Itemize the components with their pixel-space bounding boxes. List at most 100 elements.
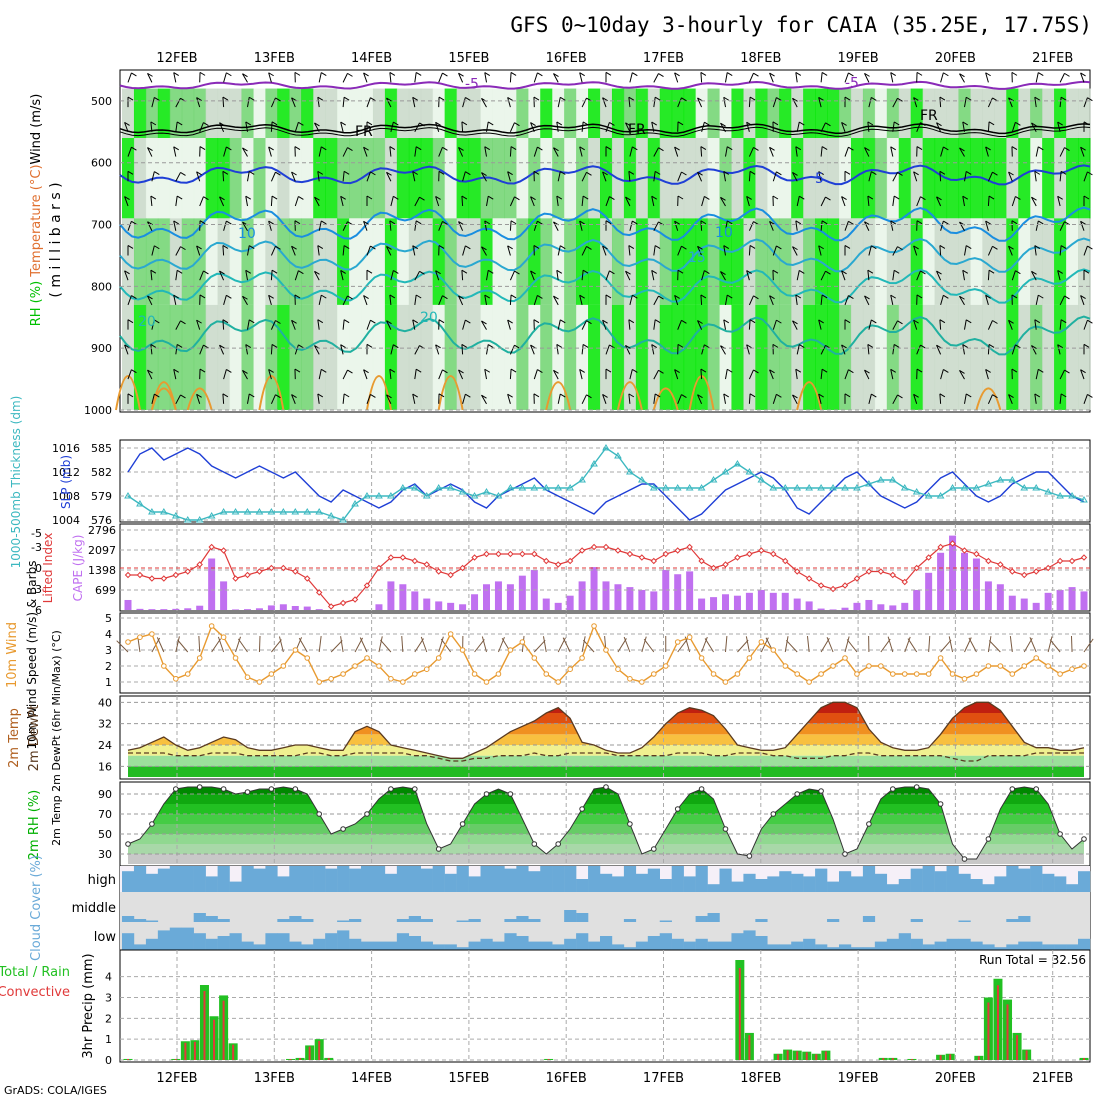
rh-shading-cell xyxy=(1042,304,1055,410)
slp-tick: 1008 xyxy=(52,490,80,503)
wind-barb-flag xyxy=(628,245,635,249)
wind-speed-point xyxy=(818,671,824,677)
wind-barb-flag xyxy=(609,121,615,126)
cloud-bar-low xyxy=(767,944,780,950)
rh-shading-cell xyxy=(1066,304,1079,410)
wind-barb-flag xyxy=(799,344,805,349)
wind-barb-flag xyxy=(180,246,186,251)
cloud-bar-low xyxy=(910,938,923,950)
wind-barb-flag xyxy=(632,294,638,299)
wind-barb xyxy=(748,221,754,231)
thickness-point xyxy=(948,484,957,491)
wind-barb xyxy=(748,369,754,380)
surface-wind-barb xyxy=(359,637,368,653)
wind-barb-flag xyxy=(487,195,494,200)
precip-bar-convective xyxy=(949,1054,952,1060)
cloud-bar-middle xyxy=(504,919,517,922)
wind-barb-flag xyxy=(1008,97,1014,102)
cloud-bar-high xyxy=(779,871,792,892)
lifted-point xyxy=(471,554,478,561)
wind-barb-flag xyxy=(821,220,828,225)
wind-barb xyxy=(987,246,993,256)
wind-barb xyxy=(270,320,276,330)
wind-barb-flag xyxy=(553,73,559,77)
wind-barb xyxy=(913,319,918,330)
rh-shading-cell xyxy=(755,138,768,219)
wind-barb-flag xyxy=(510,220,517,225)
wind-barb-flag xyxy=(321,72,327,77)
thickness-point xyxy=(351,500,359,507)
surface-wind-barb xyxy=(298,637,308,653)
cloud-bar-middle xyxy=(420,919,433,922)
lifted-point xyxy=(148,575,156,582)
wind-barb xyxy=(1008,97,1013,108)
thickness-point xyxy=(721,468,730,475)
rh-point xyxy=(651,846,657,852)
wind-barb xyxy=(581,121,584,132)
wind-barb xyxy=(270,344,273,355)
thickness-point xyxy=(136,500,144,507)
wind-barb-flag xyxy=(222,96,229,101)
wind-barb-flag xyxy=(913,245,919,250)
wind-barb-flag xyxy=(890,220,896,225)
cloud-bar-low xyxy=(958,938,971,950)
surface-wind-barb xyxy=(745,636,750,653)
lifted-tick: 3 xyxy=(35,583,42,596)
wind-barb-flag xyxy=(988,343,995,348)
wind-barb-flag xyxy=(844,245,851,249)
wind-barb xyxy=(242,147,248,157)
wind-barb-flag xyxy=(268,220,274,225)
lifted-point xyxy=(650,557,658,565)
rh-shading-cell xyxy=(647,218,661,305)
cloud-bar-low xyxy=(372,941,386,950)
wind-barb xyxy=(175,344,178,355)
wind-barb xyxy=(481,394,487,405)
wind-barb-flag xyxy=(347,72,353,77)
wind-barb-flag xyxy=(154,96,160,101)
wind-barb-flag xyxy=(314,270,320,275)
cape-bar xyxy=(459,604,467,610)
wind-barb-flag xyxy=(294,146,301,150)
wind-barb-flag xyxy=(1031,196,1037,201)
cloud-bar-low xyxy=(432,944,445,950)
lifted-point xyxy=(782,557,789,565)
wind-barb xyxy=(772,319,777,330)
wind-barb xyxy=(557,245,561,256)
surface-wind-barb xyxy=(725,636,728,653)
wind-speed-point xyxy=(459,647,466,653)
rh-shading-cell xyxy=(361,218,374,305)
wind-speed-point xyxy=(854,671,860,677)
cloud-bar-low xyxy=(408,936,421,950)
date-label-bottom: 14FEB xyxy=(351,1071,392,1086)
thickness-line xyxy=(127,447,1085,521)
rh-point xyxy=(842,851,848,857)
thickness-point xyxy=(685,484,694,491)
rh-shading-cell xyxy=(850,138,864,219)
wind-barb-flag xyxy=(704,195,710,200)
wind-barb-flag xyxy=(268,294,274,299)
cloud-bar-high xyxy=(277,876,290,892)
wind-barb xyxy=(1080,295,1085,306)
wind-barb-flag xyxy=(461,121,468,126)
wind-barb-flag xyxy=(867,269,874,274)
wind-speed-point xyxy=(352,663,358,669)
date-axis-top: 12FEB 13FEB 14FEB 15FEB 16FEB 17FEB 18FEB 19FEB… xyxy=(156,51,1073,66)
surface-wind-barb xyxy=(175,636,180,653)
rh-shading-cell xyxy=(994,304,1007,410)
rh-shading-cell xyxy=(827,88,840,138)
wind-barb xyxy=(748,295,754,306)
wind-barb xyxy=(653,171,656,182)
wind-barb xyxy=(987,344,990,355)
wind-barb-flag xyxy=(916,146,923,150)
wind-barb-flag xyxy=(435,196,441,200)
wind-barb xyxy=(795,72,798,83)
cloud-bar-high xyxy=(265,866,278,892)
wind-barb xyxy=(581,270,584,281)
wind-barb-flag xyxy=(605,368,612,373)
rh-shading-cell xyxy=(1030,304,1043,410)
wind-barb-flag xyxy=(985,146,991,151)
wind-barb xyxy=(342,221,348,231)
thickness-point xyxy=(757,476,766,483)
thickness-point xyxy=(733,460,742,467)
rh-shading-cell xyxy=(492,304,505,410)
